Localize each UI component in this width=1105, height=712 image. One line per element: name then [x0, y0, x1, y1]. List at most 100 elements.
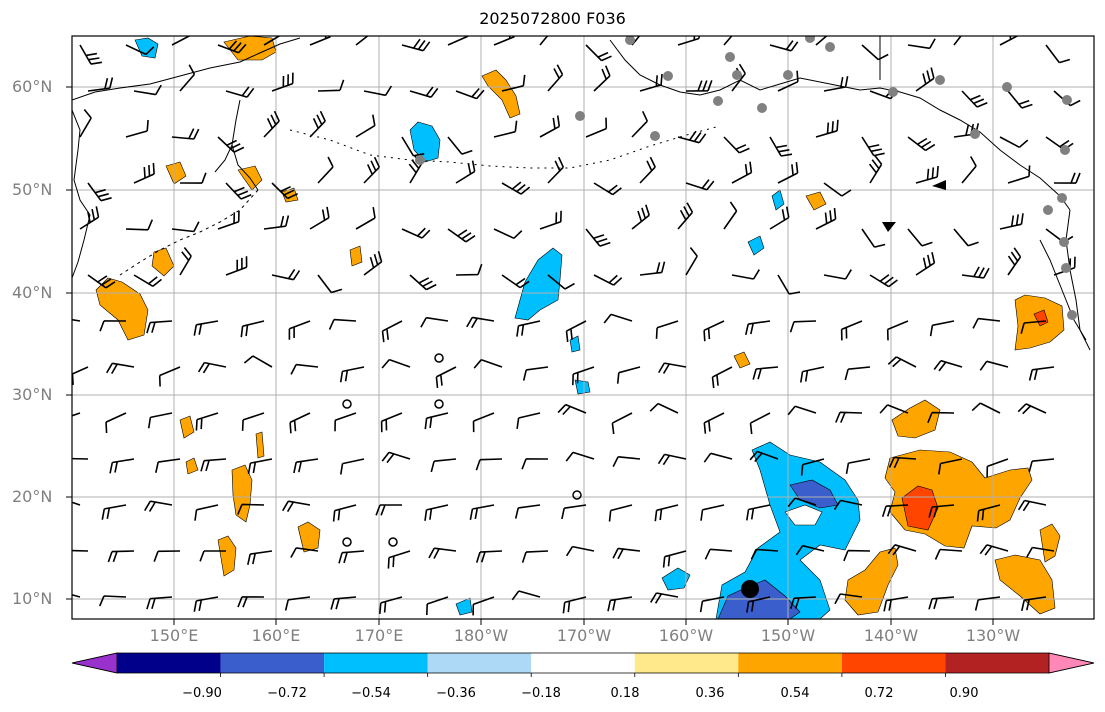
wind-barb — [339, 366, 365, 383]
wind-barb — [475, 550, 503, 563]
colorbar-segment — [117, 653, 221, 673]
wind-barb — [330, 596, 357, 610]
colorbar-tick-label: 0.54 — [780, 686, 810, 701]
wind-barb — [723, 201, 738, 230]
negative-anomaly-hole — [784, 504, 823, 526]
wind-barb — [1017, 403, 1047, 415]
lon-label: 130°W — [965, 626, 1021, 645]
wind-barb — [655, 320, 679, 339]
wind-barb — [835, 411, 863, 423]
wind-barb — [539, 36, 549, 46]
wind-barb — [293, 458, 319, 474]
wind-barb — [662, 550, 687, 568]
wind-barb — [79, 108, 92, 138]
wind-barb — [749, 412, 771, 435]
wind-barb — [79, 206, 100, 230]
colorbar-extend-max — [1048, 652, 1095, 674]
wind-barb — [401, 38, 431, 52]
positive-anomaly-region — [733, 351, 751, 369]
wind-barb — [501, 74, 526, 92]
wind-barb — [317, 79, 345, 92]
wind-barb — [99, 320, 127, 332]
positive-anomaly-region — [481, 69, 521, 119]
wind-barb — [749, 450, 779, 463]
wind-barb — [1053, 172, 1081, 184]
wind-barb — [271, 72, 294, 92]
positive-anomaly-region — [95, 277, 149, 341]
wind-barb — [87, 182, 112, 202]
wind-barb — [699, 596, 725, 613]
wind-barb — [472, 596, 495, 616]
wind-barb — [887, 544, 917, 556]
wind-barb — [447, 136, 473, 155]
colorbar-tick-label: −0.54 — [351, 686, 391, 701]
colorbar-segment — [220, 653, 325, 673]
wind-barb — [746, 504, 771, 521]
positive-anomaly-region — [223, 36, 277, 61]
wind-barb — [133, 84, 162, 96]
colorbar-tick-label: −0.72 — [267, 686, 307, 701]
wind-barb — [823, 269, 852, 280]
lon-label: 180°W — [453, 626, 509, 645]
calm-wind-markers — [342, 353, 582, 547]
wind-barb — [469, 504, 495, 520]
wind-barb — [355, 36, 369, 46]
wind-barb — [200, 458, 227, 472]
wind-barb — [409, 86, 439, 98]
wind-barb — [639, 156, 656, 184]
wind-barb — [539, 115, 561, 138]
wind-barb — [179, 172, 207, 184]
wind-barb — [501, 181, 531, 195]
wind-barb — [572, 366, 595, 386]
wind-barb — [650, 592, 679, 604]
wind-barb — [840, 320, 863, 341]
wind-barb — [217, 136, 245, 153]
wind-barb — [1028, 458, 1055, 473]
negative-anomaly-region — [661, 567, 691, 591]
wind-barb — [777, 274, 801, 295]
wind-barb — [800, 458, 825, 476]
wind-barb — [961, 90, 988, 108]
wind-barb — [631, 110, 649, 138]
wind-barb — [979, 544, 1009, 556]
wind-barb — [153, 550, 181, 562]
wind-barb — [745, 320, 771, 335]
wind-barb — [649, 402, 679, 414]
wind-barb — [1045, 44, 1071, 64]
coastline-british-columbia — [1065, 209, 1091, 351]
wind-barb — [789, 596, 817, 609]
negative-anomaly-region — [409, 121, 441, 163]
wind-barb — [455, 263, 483, 276]
wind-barb — [72, 501, 81, 506]
wind-barb — [999, 213, 1024, 230]
wind-barb — [447, 36, 469, 46]
wind-barb — [493, 36, 516, 46]
wind-barb — [309, 36, 332, 46]
wind-barb-flag — [932, 180, 946, 190]
colorbar-segment — [738, 653, 842, 673]
wind-barb — [146, 596, 173, 610]
wind-barb — [125, 119, 149, 138]
colorbar — [71, 652, 1095, 677]
wind-barb — [593, 274, 623, 286]
wind-barb — [703, 320, 725, 342]
storm-center-marker — [741, 580, 759, 598]
wind-barb — [473, 358, 503, 369]
wind-barb — [237, 596, 265, 608]
lat-label: 60°N — [12, 77, 53, 96]
wind-barb — [971, 402, 1001, 414]
station-markers — [415, 36, 1077, 320]
wind-barb — [883, 596, 909, 612]
wind-barb — [72, 457, 89, 460]
wind-barb — [428, 547, 457, 559]
wind-barb — [677, 202, 694, 230]
wind-barb — [861, 136, 885, 157]
wind-barb — [87, 77, 114, 92]
wind-barb — [179, 64, 196, 92]
wind-barb — [879, 404, 909, 414]
wind-barb — [263, 215, 290, 230]
positive-anomaly-region — [844, 547, 899, 616]
wind-barb — [787, 497, 817, 508]
wind-barb — [677, 36, 700, 46]
wind-barb — [607, 596, 633, 612]
